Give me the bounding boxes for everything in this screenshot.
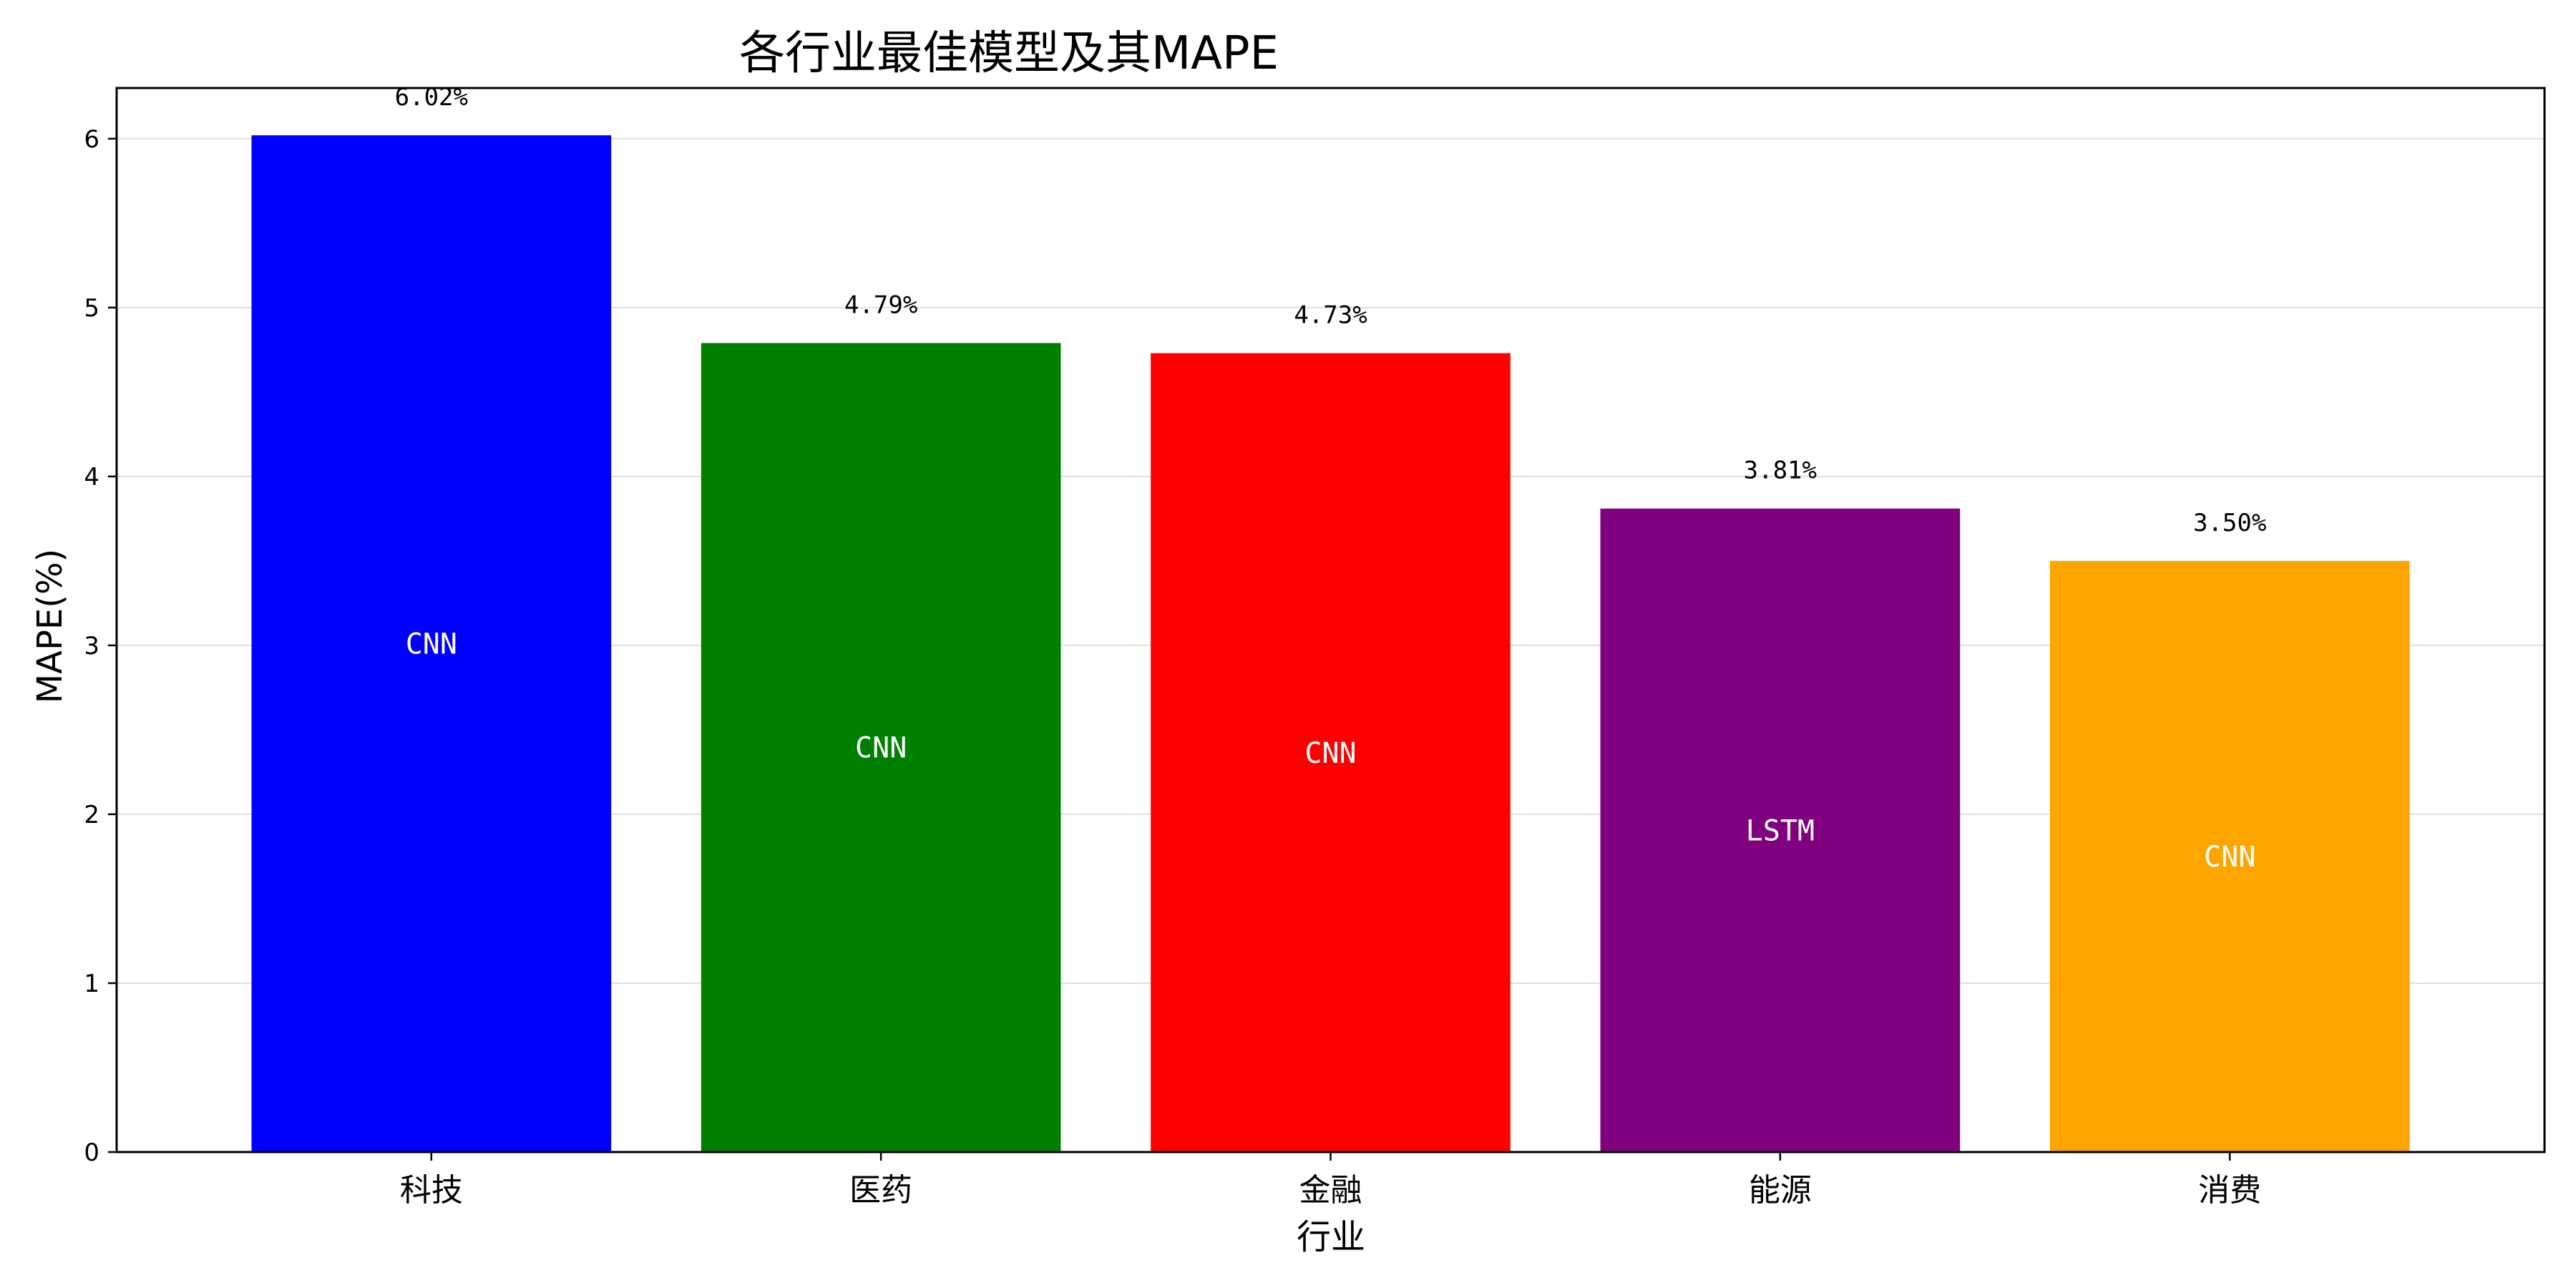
y-tick-label: 6 xyxy=(84,125,99,154)
x-tick-label: 金融 xyxy=(1299,1172,1362,1209)
bar-model-label: CNN xyxy=(1304,737,1356,770)
labels-layer: 0 1 2 3 4 5 6 6.02% CNN 科技 4.79% CNN 医药 4.73% CNN 金融 3.8… xyxy=(84,83,2266,1209)
axes-layer xyxy=(108,87,2546,1161)
y-tick-label: 4 xyxy=(84,463,99,492)
bar-5 xyxy=(2049,560,2410,1152)
bar-model-label: CNN xyxy=(2204,841,2255,874)
chart-title: 各行业最佳模型及其MAPE xyxy=(739,27,1279,80)
y-tick-label: 5 xyxy=(84,294,99,323)
bar-model-label: LSTM xyxy=(1746,814,1815,847)
bars-layer xyxy=(251,135,2410,1153)
bar-value-label: 3.50% xyxy=(2193,509,2266,537)
bar-model-label: CNN xyxy=(406,628,457,661)
bar-4 xyxy=(1600,508,1961,1152)
bar-value-label: 4.79% xyxy=(844,291,917,319)
bar-value-label: 4.73% xyxy=(1294,301,1367,330)
x-tick-label: 医药 xyxy=(849,1172,912,1209)
bar-value-label: 6.02% xyxy=(395,83,468,112)
y-tick-label: 2 xyxy=(84,801,99,829)
y-tick-label: 3 xyxy=(84,632,99,660)
bar-model-label: CNN xyxy=(855,732,907,765)
x-tick-label: 消费 xyxy=(2198,1172,2261,1209)
y-tick-label: 1 xyxy=(84,970,99,998)
x-tick-label: 能源 xyxy=(1749,1172,1812,1209)
bar-1 xyxy=(251,135,612,1153)
x-axis-title: 行业 xyxy=(1297,1217,1365,1257)
bar-value-label: 3.81% xyxy=(1744,457,1817,485)
bar-3 xyxy=(1151,353,1511,1153)
bar-2 xyxy=(701,343,1061,1152)
y-tick-label: 0 xyxy=(84,1138,99,1167)
y-axis-title: MAPE(%) xyxy=(30,549,70,704)
x-tick-label: 科技 xyxy=(400,1172,463,1209)
plot-frame xyxy=(115,87,2546,1153)
